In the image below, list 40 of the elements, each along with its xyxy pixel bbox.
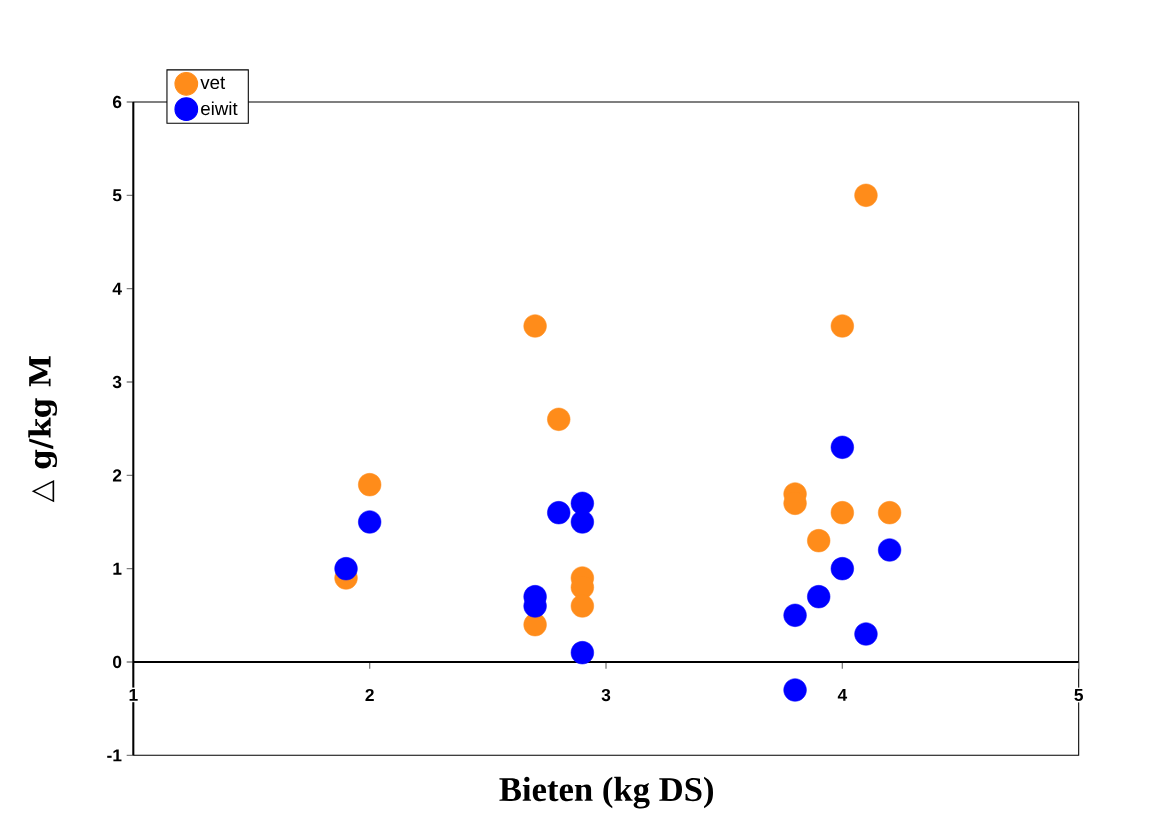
point bbox=[334, 557, 358, 581]
point bbox=[878, 538, 902, 562]
y-tick-label: 6 bbox=[112, 95, 122, 109]
point bbox=[358, 510, 382, 534]
point bbox=[783, 678, 807, 702]
y-tick-label: 0 bbox=[113, 655, 122, 669]
legend-label: vet bbox=[200, 76, 226, 90]
point bbox=[570, 510, 594, 534]
x-tick-label: 1 bbox=[129, 688, 138, 701]
y-tick-label: 1 bbox=[113, 562, 122, 575]
point bbox=[358, 473, 382, 497]
y-tick-label: 2 bbox=[112, 469, 122, 482]
point bbox=[523, 314, 547, 338]
point bbox=[547, 407, 571, 431]
y-axis-title: △ g/kg M bbox=[28, 356, 58, 503]
point bbox=[570, 641, 594, 665]
legend-label: eiwit bbox=[201, 101, 238, 116]
point bbox=[854, 622, 878, 646]
point bbox=[807, 529, 831, 553]
point bbox=[830, 435, 854, 459]
point bbox=[830, 557, 854, 581]
point bbox=[783, 603, 807, 627]
point bbox=[830, 501, 854, 525]
y-tick-label: 4 bbox=[112, 282, 122, 295]
point bbox=[807, 585, 831, 609]
x-tick-label: 5 bbox=[1074, 688, 1084, 702]
y-tick-label: -1 bbox=[107, 749, 122, 762]
y-tick-label: 3 bbox=[112, 375, 122, 389]
x-tick-label: 3 bbox=[601, 688, 611, 702]
y-tick-label: 5 bbox=[112, 189, 122, 202]
point bbox=[570, 491, 594, 515]
point bbox=[854, 183, 878, 207]
x-tick-label: 2 bbox=[365, 688, 374, 702]
point bbox=[570, 594, 594, 618]
point bbox=[878, 501, 902, 525]
x-tick-label: 4 bbox=[837, 688, 848, 701]
x-axis-title: Bieten (kg DS) bbox=[499, 776, 713, 809]
point bbox=[547, 501, 571, 525]
point bbox=[830, 314, 854, 338]
point bbox=[523, 613, 547, 637]
